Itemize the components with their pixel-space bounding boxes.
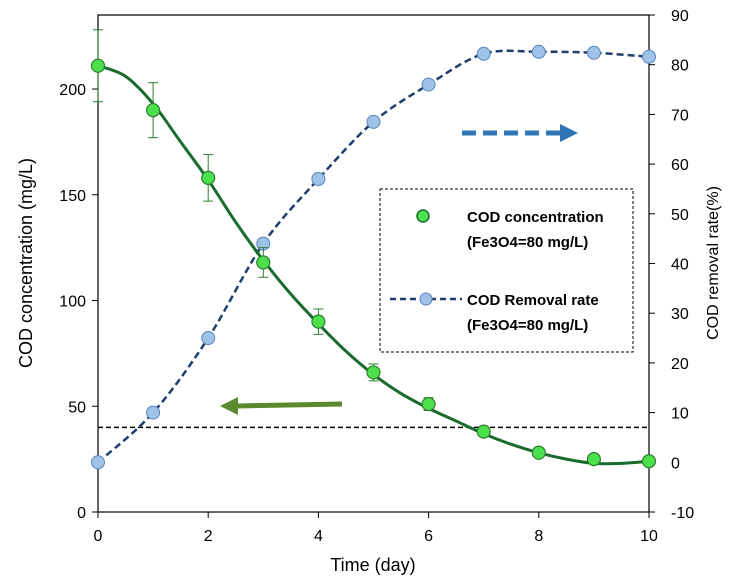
y-left-tick-label: 200 <box>59 82 86 99</box>
series-removal-rate <box>91 44 656 470</box>
y-right-tick-label: -10 <box>671 505 694 522</box>
removal-rate-point <box>421 77 436 92</box>
cod-point <box>641 454 657 469</box>
y-right-tick-label: 40 <box>671 257 689 274</box>
y-right-axis-title: COD removal rate(%) <box>705 186 722 340</box>
y-right-tick-label: 50 <box>671 207 689 224</box>
removal-rate-point <box>311 172 326 187</box>
legend-removal-label-line2: (Fe3O4=80 mg/L) <box>467 317 588 334</box>
y-right-tick-label: 60 <box>671 157 689 174</box>
left-solid-arrow <box>220 397 343 415</box>
x-tick-label: 0 <box>94 528 103 545</box>
y-left-tick-label: 0 <box>77 505 86 522</box>
y-left-tick-label: 150 <box>59 188 86 205</box>
cod-point <box>201 170 216 185</box>
removal-rate-point <box>201 331 216 346</box>
y-right-tick-label: 90 <box>671 8 689 25</box>
y-left-axis-title: COD concentration (mg/L) <box>16 158 36 368</box>
x-tick-label: 10 <box>640 528 658 545</box>
cod-point <box>90 58 106 73</box>
y-right-tick-label: 10 <box>671 406 689 423</box>
series-cod-concentration <box>90 29 657 469</box>
right-dashed-arrow <box>462 124 578 142</box>
legend-cod-label-line1: COD concentration <box>467 209 604 226</box>
left-arrow-head <box>220 397 238 415</box>
removal-rate-point <box>146 405 161 420</box>
cod-point <box>476 424 491 439</box>
cod-point <box>366 365 381 380</box>
y-right-tick-label: 80 <box>671 58 689 75</box>
y-left-tick-label: 100 <box>59 294 86 311</box>
removal-rate-point <box>531 44 546 59</box>
y-right-tick-label: 20 <box>671 356 689 373</box>
legend-cod-marker <box>416 209 430 223</box>
y-right-tick-label: 0 <box>671 455 680 472</box>
legend-removal-label-line1: COD Removal rate <box>467 292 599 309</box>
cod-point <box>421 397 436 412</box>
y-left-axis-ticks: 0 50 100 150 200 <box>59 82 98 522</box>
cod-point <box>146 103 161 118</box>
legend: COD concentration (Fe3O4=80 mg/L) COD Re… <box>379 188 634 353</box>
y-right-tick-label: 70 <box>671 107 689 124</box>
cod-point <box>256 255 271 270</box>
x-tick-label: 6 <box>424 528 433 545</box>
removal-rate-point <box>476 46 491 61</box>
y-right-axis-ticks: -10 0 10 20 30 40 50 60 70 80 90 <box>649 8 694 522</box>
x-axis-title: Time (day) <box>330 555 415 575</box>
y-right-tick-label: 30 <box>671 306 689 323</box>
removal-rate-point <box>366 114 381 129</box>
x-tick-label: 2 <box>204 528 213 545</box>
x-tick-label: 8 <box>534 528 543 545</box>
cod-point <box>586 452 602 467</box>
right-arrow-head <box>560 124 578 142</box>
y-left-tick-label: 50 <box>68 399 86 416</box>
removal-rate-point <box>642 49 656 64</box>
removal-rate-point <box>586 45 601 60</box>
cod-point <box>311 314 326 329</box>
cod-point <box>531 445 546 460</box>
legend-removal-marker <box>419 292 433 306</box>
left-arrow-shaft <box>235 401 343 409</box>
x-tick-label: 4 <box>314 528 323 545</box>
removal-rate-point <box>91 455 105 470</box>
legend-cod-label-line2: (Fe3O4=80 mg/L) <box>467 234 588 251</box>
x-axis-ticks: 0 2 4 6 8 10 <box>94 512 658 545</box>
